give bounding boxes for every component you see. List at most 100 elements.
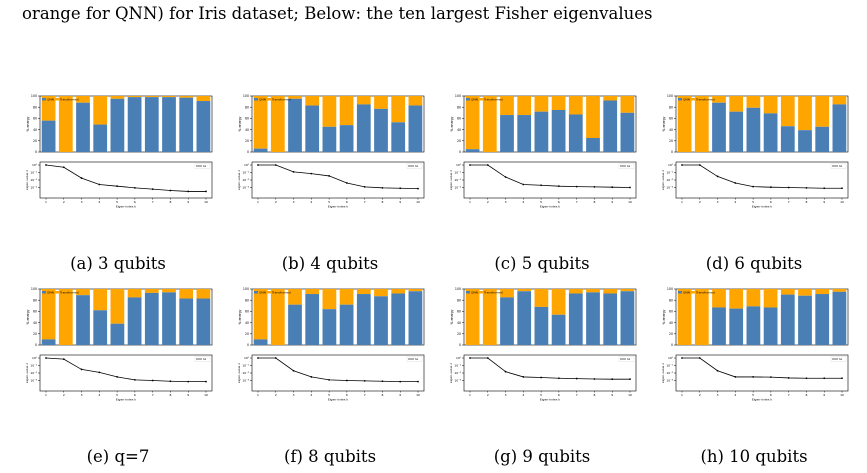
- bar-blue: [391, 293, 406, 345]
- bar-orange: [729, 96, 744, 112]
- eigenvalue-point: [345, 379, 348, 382]
- bar-y-tick-label: 80: [457, 105, 461, 109]
- subfigure-caption: (f) 8 qubits: [283, 447, 377, 466]
- bar-blue: [551, 314, 566, 345]
- bar-blue: [780, 126, 795, 152]
- line-x-axis-label: Eigen-index k: [752, 205, 773, 209]
- bar-blue: [339, 304, 354, 345]
- line-x-tick-label: 7: [576, 393, 578, 397]
- bar-orange: [179, 96, 194, 98]
- subfigure-chart: 0 20 40 60 80 100 % energy QNN Transformed 10⁰ 10⁻…: [237, 287, 425, 402]
- legend-swatch-transformed: [267, 98, 271, 101]
- bar-y-tick-label: 100: [667, 287, 673, 291]
- bar-orange: [832, 289, 847, 292]
- line-x-axis-label: Eigen-index k: [752, 398, 773, 402]
- line-y-tick-label: 10⁻¹: [454, 171, 461, 175]
- line-x-tick-label: 9: [611, 393, 613, 397]
- eigenvalue-line: [45, 164, 206, 192]
- eigenvalue-point: [80, 368, 83, 371]
- subfigure-chart: 0 20 40 60 80 100 % energy QNN Transformed 10⁰ 10⁻…: [449, 287, 637, 402]
- line-x-tick-label: 8: [169, 200, 171, 204]
- bar-orange: [93, 289, 108, 311]
- bar-orange: [270, 96, 285, 152]
- bar-y-tick-label: 100: [31, 287, 37, 291]
- bar-y-tick-label: 60: [33, 117, 37, 121]
- legend-label-qnn: QNN: [47, 291, 54, 295]
- line-legend-label: λk: [203, 164, 207, 168]
- line-x-axis-label: Eigen-index k: [116, 205, 137, 209]
- bar-orange: [93, 96, 108, 125]
- bar-blue: [534, 111, 549, 152]
- line-x-tick-label: 7: [788, 393, 790, 397]
- bar-blue: [356, 104, 371, 152]
- subfigure-panel: 0 20 40 60 80 100 % energy QNN Transformed 10⁰ 10⁻…: [18, 283, 218, 473]
- line-x-tick-label: 6: [770, 393, 772, 397]
- bar-y-tick-label: 40: [457, 128, 461, 132]
- bar-orange: [712, 96, 726, 103]
- bar-blue: [179, 97, 194, 152]
- bar-y-tick-label: 80: [669, 105, 673, 109]
- line-x-tick-label: 3: [717, 393, 719, 397]
- line-x-tick-label: 3: [293, 393, 295, 397]
- eigenvalue-line: [258, 357, 418, 383]
- bar-orange: [568, 96, 583, 115]
- line-x-tick-label: 8: [169, 393, 171, 397]
- legend-swatch-transformed: [267, 291, 271, 294]
- bar-y-tick-label: 80: [245, 105, 249, 109]
- line-y-tick-label: 10⁻¹: [242, 364, 249, 368]
- legend-swatch-qnn: [254, 291, 258, 294]
- bar-blue: [305, 294, 320, 345]
- bar-orange: [391, 289, 406, 294]
- bar-y-tick-label: 20: [33, 139, 37, 143]
- eigenvalue-point: [151, 188, 154, 191]
- bar-y-axis-label: % energy: [238, 309, 242, 324]
- bar-y-tick-label: 40: [669, 321, 673, 325]
- line-y-tick-label: 10⁻³: [666, 186, 673, 190]
- eigenvalue-point: [787, 377, 790, 379]
- bar-orange: [586, 96, 600, 138]
- legend-swatch-transformed: [479, 98, 483, 101]
- legend-swatch-qnn: [42, 291, 46, 294]
- line-plot-frame: [251, 354, 425, 392]
- bar-blue: [253, 339, 268, 345]
- eigenvalue-line: [258, 164, 419, 190]
- line-y-tick-label: 10⁻²: [30, 178, 37, 182]
- line-x-tick-label: 5: [328, 393, 330, 397]
- line-legend-label: λk: [415, 164, 419, 168]
- bar-blue: [76, 102, 90, 152]
- bar-orange: [339, 96, 354, 126]
- eigenvalue-point: [769, 376, 772, 379]
- bar-blue: [568, 114, 583, 152]
- bar-y-tick-label: 60: [245, 117, 249, 121]
- line-x-tick-label: 8: [805, 393, 807, 397]
- bar-orange: [305, 96, 320, 106]
- bar-y-tick-label: 100: [243, 287, 249, 291]
- line-legend-label: λk: [415, 357, 419, 361]
- line-legend-box: [618, 163, 635, 169]
- line-plot-frame: [251, 161, 425, 199]
- subfigure-chart: 0 20 40 60 80 100 % energy QNN Transformed 10⁰ 10⁻…: [25, 94, 213, 209]
- bar-blue: [305, 105, 320, 152]
- eigenvalue-line: [470, 357, 630, 380]
- line-y-axis-label: eigen-value λ: [449, 170, 453, 190]
- bar-blue: [603, 100, 618, 152]
- line-x-tick-label: 1: [681, 393, 683, 397]
- subfigure-caption: (h) 10 qubits: [700, 447, 808, 466]
- bar-y-tick-label: 20: [245, 139, 249, 143]
- line-x-tick-label: 7: [152, 393, 154, 397]
- bar-y-tick-label: 60: [457, 117, 461, 121]
- line-x-tick-label: 8: [593, 200, 595, 204]
- subfigure-caption: (c) 5 qubits: [494, 254, 590, 273]
- bar-blue: [93, 124, 108, 152]
- bar-blue: [746, 107, 761, 152]
- line-y-tick-label: 10⁻³: [454, 379, 461, 383]
- bar-blue: [288, 98, 302, 152]
- eigenvalue-point: [363, 186, 366, 188]
- line-y-tick-label: 10⁻³: [666, 379, 673, 383]
- bar-y-tick-label: 0: [247, 150, 249, 154]
- bar-y-tick-label: 60: [669, 310, 673, 314]
- bar-blue: [196, 101, 211, 152]
- legend-swatch-transformed: [55, 291, 59, 294]
- line-x-tick-label: 9: [611, 200, 613, 204]
- eigenvalue-point: [557, 377, 560, 380]
